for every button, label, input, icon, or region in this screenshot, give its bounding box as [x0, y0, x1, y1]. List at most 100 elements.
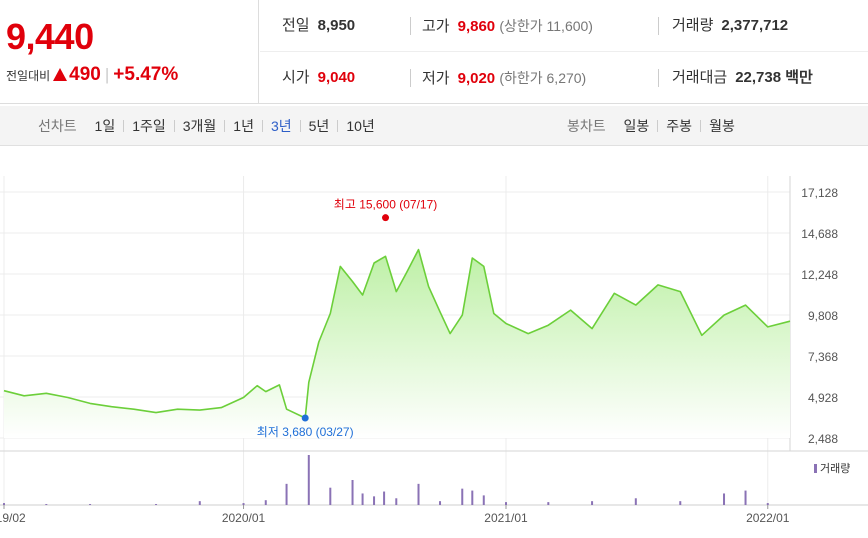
- period-5y-button[interactable]: 5년: [308, 118, 330, 134]
- divider: [261, 120, 263, 132]
- volume-bar: [329, 487, 332, 505]
- amount-value: 22,738 백만: [735, 69, 813, 86]
- y-tick-label: 2,488: [808, 432, 838, 446]
- period-1d-button[interactable]: 1일: [94, 118, 116, 134]
- volume-bars: [3, 455, 769, 505]
- y-tick-label: 12,248: [801, 268, 838, 282]
- period-1y-button[interactable]: 1년: [233, 118, 254, 134]
- divider: [337, 120, 339, 132]
- volume-bar: [351, 480, 354, 505]
- high-point-marker: [382, 214, 390, 222]
- open-price: 시가 9,040: [282, 52, 355, 104]
- period-1w-button[interactable]: 1주일: [132, 118, 166, 134]
- y-tick-label: 7,368: [808, 350, 838, 364]
- price-box: 9,440 전일대비 490 | +5.47%: [0, 0, 259, 104]
- lower-limit: (하한가 6,270): [499, 70, 587, 86]
- volume-bar: [198, 501, 201, 505]
- volume-bar: [395, 498, 398, 505]
- line-chart-label: 선차트: [38, 118, 77, 134]
- price-area: [3, 248, 791, 438]
- low-price: 저가 9,020 (하한가 6,270): [422, 52, 586, 104]
- divider: [299, 120, 301, 132]
- period-3y-button[interactable]: 3년: [270, 118, 292, 134]
- up-triangle-icon: [53, 68, 68, 81]
- volume-bar: [264, 500, 267, 505]
- monthly-candle-button[interactable]: 월봉: [709, 118, 735, 134]
- y-tick-label: 14,688: [801, 227, 838, 241]
- change-value: 490: [69, 64, 101, 85]
- volume-bar: [461, 488, 464, 505]
- high-value: 9,860: [457, 18, 496, 35]
- divider: [700, 120, 702, 132]
- divider: [410, 17, 411, 35]
- volume-bar: [242, 503, 245, 505]
- volume-bar: [361, 493, 364, 505]
- daily-candle-button[interactable]: 일봉: [623, 118, 650, 134]
- divider: [123, 120, 125, 132]
- open-label: 시가: [282, 69, 310, 86]
- current-price: 9,440: [6, 16, 94, 57]
- low-annotation: 최저 3,680 (03/27): [257, 425, 354, 439]
- prev-close: 전일 8,950: [282, 0, 355, 52]
- volume-bar: [547, 502, 550, 505]
- volume-bar: [285, 483, 288, 505]
- volume-bar: [634, 498, 637, 505]
- change-percent: +5.47%: [113, 64, 179, 85]
- divider: |: [104, 65, 110, 84]
- volume-legend: 거래량: [814, 462, 850, 475]
- divider: [410, 69, 411, 87]
- divider: [658, 69, 659, 87]
- volume-bar: [766, 503, 769, 505]
- x-tick-label: 2020/01: [222, 511, 266, 525]
- amount-label: 거래대금: [672, 69, 728, 86]
- amount-stat: 거래대금 22,738 백만: [672, 52, 813, 104]
- axis-ticks: 17,128 14,688 12,248 9,808 7,368 4,928 2,488 20…: [0, 186, 838, 525]
- x-tick-label: 2021/01: [484, 511, 528, 525]
- low-label: 저가: [422, 70, 450, 87]
- prev-close-value: 8,950: [317, 17, 356, 34]
- volume-bar: [307, 455, 310, 505]
- divider: [224, 120, 226, 132]
- low-value: 9,020: [457, 70, 496, 87]
- volume-bar: [383, 491, 386, 505]
- volume-legend-swatch: [814, 464, 817, 473]
- volume-bar: [471, 490, 474, 505]
- y-tick-label: 9,808: [808, 309, 838, 323]
- price-chart: 17,128 14,688 12,248 9,808 7,368 4,928 2,488 20…: [0, 176, 868, 525]
- high-annotation: 최고 15,600 (07/17): [334, 198, 437, 212]
- period-3m-button[interactable]: 3개월: [182, 118, 217, 134]
- change-label: 전일대비: [6, 69, 51, 83]
- upper-limit: (상한가 11,600): [499, 18, 593, 34]
- volume-bar: [482, 495, 485, 505]
- volume-bar: [679, 501, 682, 505]
- divider: [173, 120, 175, 132]
- x-tick-label: 2019/02: [0, 511, 26, 525]
- volume-legend-label: 거래량: [820, 462, 850, 475]
- volume-label: 거래량: [672, 17, 714, 34]
- open-value: 9,040: [317, 69, 356, 86]
- high-price: 고가 9,860 (상한가 11,600): [422, 0, 593, 52]
- volume-bar: [89, 504, 92, 505]
- volume-bar: [439, 501, 442, 505]
- x-tick-label: 2022/01: [746, 511, 790, 525]
- volume-bar: [373, 496, 376, 505]
- volume-bar: [723, 493, 726, 505]
- high-label: 고가: [422, 18, 450, 35]
- weekly-candle-button[interactable]: 주봉: [666, 118, 693, 134]
- volume-bar: [591, 501, 594, 505]
- volume-bar: [505, 502, 508, 505]
- price-area-fill: [4, 249, 790, 438]
- price-change: 전일대비 490 | +5.47%: [6, 64, 178, 86]
- line-chart-periods: 선차트 1일 1주일 3개월 1년 3년 5년 10년: [38, 106, 375, 146]
- volume-bar: [45, 504, 48, 505]
- prev-close-label: 전일: [282, 17, 310, 34]
- stat-row-2: 시가 9,040 저가 9,020 (하한가 6,270) 거래대금 22,738 백…: [260, 52, 868, 104]
- divider: [658, 17, 659, 35]
- quote-panel: 9,440 전일대비 490 | +5.47% 전일 8,950 고가 9,860 (상한…: [0, 0, 868, 104]
- price-line: [3, 248, 791, 419]
- candle-chart-periods: 봉차트 일봉 주봉 월봉: [567, 106, 735, 146]
- divider: [657, 120, 659, 132]
- volume-value: 2,377,712: [721, 17, 789, 34]
- period-10y-button[interactable]: 10년: [346, 118, 375, 134]
- volume-stat: 거래량 2,377,712: [672, 0, 788, 52]
